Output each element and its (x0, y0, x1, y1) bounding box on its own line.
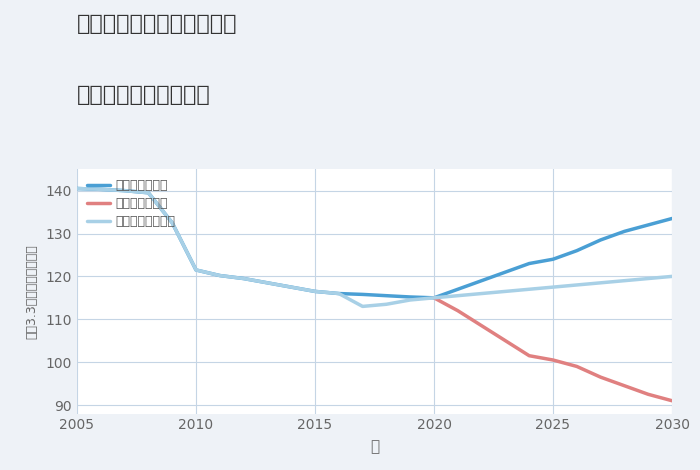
グッドシナリオ (73, 186, 81, 191)
ノーマルシナリオ (382, 301, 391, 307)
グッドシナリオ (596, 237, 605, 243)
ノーマルシナリオ (573, 282, 581, 288)
グッドシナリオ (501, 269, 510, 275)
グッドシナリオ (430, 295, 438, 301)
グッドシナリオ (549, 257, 557, 262)
ノーマルシナリオ (406, 297, 414, 303)
Legend: グッドシナリオ, バッドシナリオ, ノーマルシナリオ: グッドシナリオ, バッドシナリオ, ノーマルシナリオ (83, 175, 179, 232)
ノーマルシナリオ (287, 284, 295, 290)
バッドシナリオ (620, 383, 629, 389)
X-axis label: 年: 年 (370, 439, 379, 454)
グッドシナリオ (144, 190, 153, 196)
バッドシナリオ (596, 374, 605, 380)
ノーマルシナリオ (358, 304, 367, 309)
ノーマルシナリオ (239, 276, 248, 282)
バッドシナリオ (573, 364, 581, 369)
ノーマルシナリオ (525, 286, 533, 292)
ノーマルシナリオ (311, 289, 319, 294)
グッドシナリオ (120, 188, 129, 194)
バッドシナリオ (549, 357, 557, 363)
グッドシナリオ (454, 286, 462, 292)
グッドシナリオ (382, 293, 391, 298)
ノーマルシナリオ (216, 273, 224, 278)
グッドシナリオ (216, 273, 224, 278)
バッドシナリオ (525, 353, 533, 359)
バッドシナリオ (477, 323, 486, 329)
グッドシナリオ (477, 278, 486, 283)
グッドシナリオ (668, 216, 676, 221)
ノーマルシナリオ (454, 293, 462, 298)
ノーマルシナリオ (192, 267, 200, 273)
ノーマルシナリオ (477, 291, 486, 297)
バッドシナリオ (668, 398, 676, 404)
Text: 中古戸建ての価格推移: 中古戸建ての価格推移 (77, 85, 211, 105)
Line: グッドシナリオ: グッドシナリオ (77, 188, 672, 298)
バッドシナリオ (454, 308, 462, 313)
グッドシナリオ (168, 220, 176, 226)
グッドシナリオ (192, 267, 200, 273)
Line: バッドシナリオ: バッドシナリオ (434, 298, 672, 401)
ノーマルシナリオ (97, 187, 105, 192)
Y-axis label: 坪（3.3㎡）単価（万円）: 坪（3.3㎡）単価（万円） (26, 244, 38, 339)
グッドシナリオ (97, 187, 105, 192)
バッドシナリオ (644, 392, 652, 397)
ノーマルシナリオ (596, 280, 605, 286)
ノーマルシナリオ (73, 186, 81, 191)
グッドシナリオ (573, 248, 581, 253)
グッドシナリオ (525, 261, 533, 266)
ノーマルシナリオ (168, 220, 176, 226)
ノーマルシナリオ (620, 278, 629, 283)
Text: 奈良県奈良市油阪地方町の: 奈良県奈良市油阪地方町の (77, 14, 237, 34)
グッドシナリオ (644, 222, 652, 228)
グッドシナリオ (263, 280, 272, 286)
グッドシナリオ (358, 291, 367, 297)
グッドシナリオ (620, 228, 629, 234)
ノーマルシナリオ (144, 190, 153, 196)
ノーマルシナリオ (120, 188, 129, 194)
ノーマルシナリオ (501, 289, 510, 294)
ノーマルシナリオ (644, 276, 652, 282)
グッドシナリオ (311, 289, 319, 294)
Line: ノーマルシナリオ: ノーマルシナリオ (77, 188, 672, 306)
バッドシナリオ (430, 295, 438, 301)
ノーマルシナリオ (335, 291, 343, 297)
グッドシナリオ (335, 291, 343, 297)
バッドシナリオ (501, 338, 510, 344)
グッドシナリオ (406, 294, 414, 300)
グッドシナリオ (239, 276, 248, 282)
ノーマルシナリオ (668, 274, 676, 279)
ノーマルシナリオ (430, 295, 438, 301)
グッドシナリオ (287, 284, 295, 290)
ノーマルシナリオ (549, 284, 557, 290)
ノーマルシナリオ (263, 280, 272, 286)
